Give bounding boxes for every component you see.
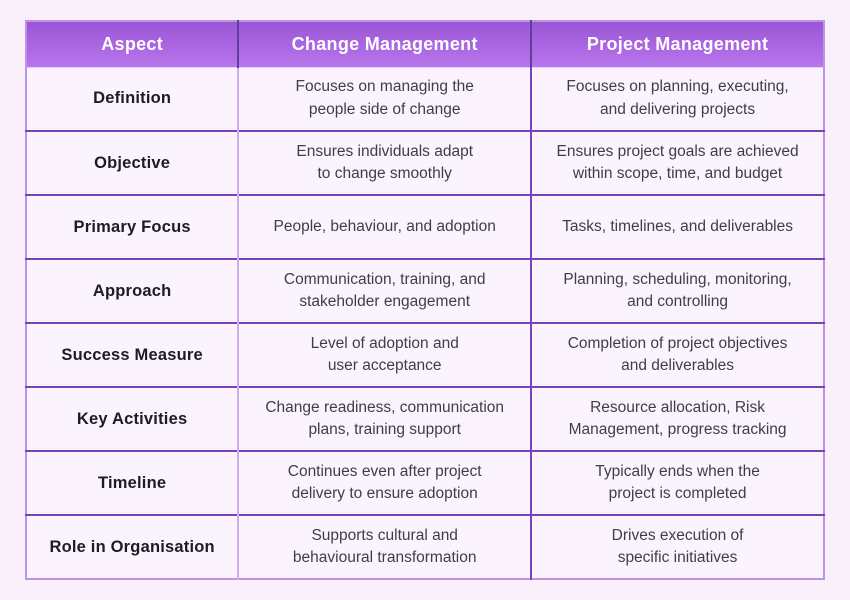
table-row-timeline: Timeline Continues even after project de…	[26, 450, 824, 515]
cell-change-management: Supports cultural and behavioural transf…	[238, 514, 533, 579]
cell-project-management: Completion of project objectives and del…	[531, 322, 824, 387]
cell-change-management: Level of adoption and user acceptance	[238, 322, 533, 387]
table-row-objective: Objective Ensures individuals adapt to c…	[26, 130, 824, 195]
table-row-approach: Approach Communication, training, and st…	[26, 258, 824, 323]
cell-project-management: Drives execution of specific initiatives	[531, 514, 824, 579]
column-header-aspect: Aspect	[26, 21, 239, 67]
cell-project-management: Typically ends when the project is compl…	[531, 450, 824, 515]
column-header-change-management: Change Management	[237, 21, 532, 67]
table-row-role-in-organisation: Role in Organisation Supports cultural a…	[26, 514, 824, 579]
aspect-label: Timeline	[26, 450, 240, 515]
aspect-label: Primary Focus	[26, 194, 240, 259]
aspect-label: Definition	[26, 66, 240, 131]
aspect-label: Success Measure	[26, 322, 240, 387]
cell-change-management: Change readiness, communication plans, t…	[238, 386, 533, 451]
cell-project-management: Planning, scheduling, monitoring, and co…	[531, 258, 824, 323]
table-header: Aspect Change Management Project Managem…	[26, 21, 824, 67]
comparison-table-container: Aspect Change Management Project Managem…	[25, 20, 825, 580]
cell-project-management: Ensures project goals are achieved withi…	[531, 130, 824, 195]
aspect-label: Role in Organisation	[26, 514, 240, 579]
table-body: Definition Focuses on managing the peopl…	[26, 66, 824, 579]
cell-change-management: Ensures individuals adapt to change smoo…	[238, 130, 533, 195]
cell-project-management: Resource allocation, Risk Management, pr…	[531, 386, 824, 451]
cell-project-management: Focuses on planning, executing, and deli…	[531, 66, 824, 131]
table-row-primary-focus: Primary Focus People, behaviour, and ado…	[26, 194, 824, 259]
cell-change-management: Focuses on managing the people side of c…	[238, 66, 533, 131]
cell-project-management: Tasks, timelines, and deliverables	[531, 194, 824, 259]
cell-change-management: People, behaviour, and adoption	[238, 194, 533, 259]
aspect-label: Objective	[26, 130, 240, 195]
table-row-key-activities: Key Activities Change readiness, communi…	[26, 386, 824, 451]
column-header-project-management: Project Management	[530, 21, 824, 67]
cell-change-management: Communication, training, and stakeholder…	[238, 258, 533, 323]
cell-change-management: Continues even after project delivery to…	[238, 450, 533, 515]
header-row: Aspect Change Management Project Managem…	[26, 21, 824, 67]
table-row-success-measure: Success Measure Level of adoption and us…	[26, 322, 824, 387]
table-row-definition: Definition Focuses on managing the peopl…	[26, 66, 824, 131]
aspect-label: Key Activities	[26, 386, 240, 451]
comparison-table: Aspect Change Management Project Managem…	[25, 20, 825, 580]
aspect-label: Approach	[26, 258, 240, 323]
